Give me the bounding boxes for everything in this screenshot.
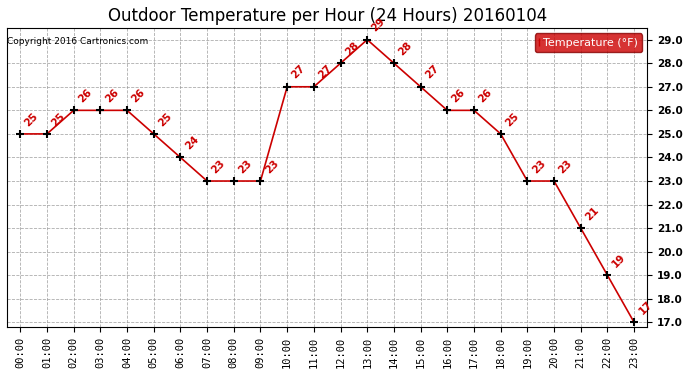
Text: 17: 17: [637, 299, 654, 316]
Text: 23: 23: [237, 158, 254, 175]
Text: 26: 26: [77, 87, 94, 105]
Text: 24: 24: [183, 134, 201, 152]
Text: 23: 23: [210, 158, 227, 175]
Text: Copyright 2016 Cartronics.com: Copyright 2016 Cartronics.com: [7, 38, 148, 46]
Text: 26: 26: [130, 87, 147, 105]
Text: 25: 25: [50, 111, 67, 128]
Text: 28: 28: [343, 40, 361, 57]
Text: 21: 21: [584, 205, 601, 222]
Text: 26: 26: [103, 87, 120, 105]
Text: 25: 25: [23, 111, 40, 128]
Text: 23: 23: [557, 158, 574, 175]
Text: 23: 23: [530, 158, 547, 175]
Text: 28: 28: [397, 40, 414, 57]
Text: 27: 27: [423, 63, 441, 81]
Text: 27: 27: [290, 63, 307, 81]
Text: 26: 26: [450, 87, 467, 105]
Legend: Temperature (°F): Temperature (°F): [535, 33, 642, 53]
Text: 25: 25: [503, 111, 521, 128]
Text: 27: 27: [317, 63, 334, 81]
Text: 23: 23: [263, 158, 280, 175]
Title: Outdoor Temperature per Hour (24 Hours) 20160104: Outdoor Temperature per Hour (24 Hours) …: [108, 7, 547, 25]
Text: 29: 29: [370, 16, 387, 34]
Text: 25: 25: [157, 111, 174, 128]
Text: 19: 19: [610, 252, 627, 269]
Text: 26: 26: [477, 87, 494, 105]
